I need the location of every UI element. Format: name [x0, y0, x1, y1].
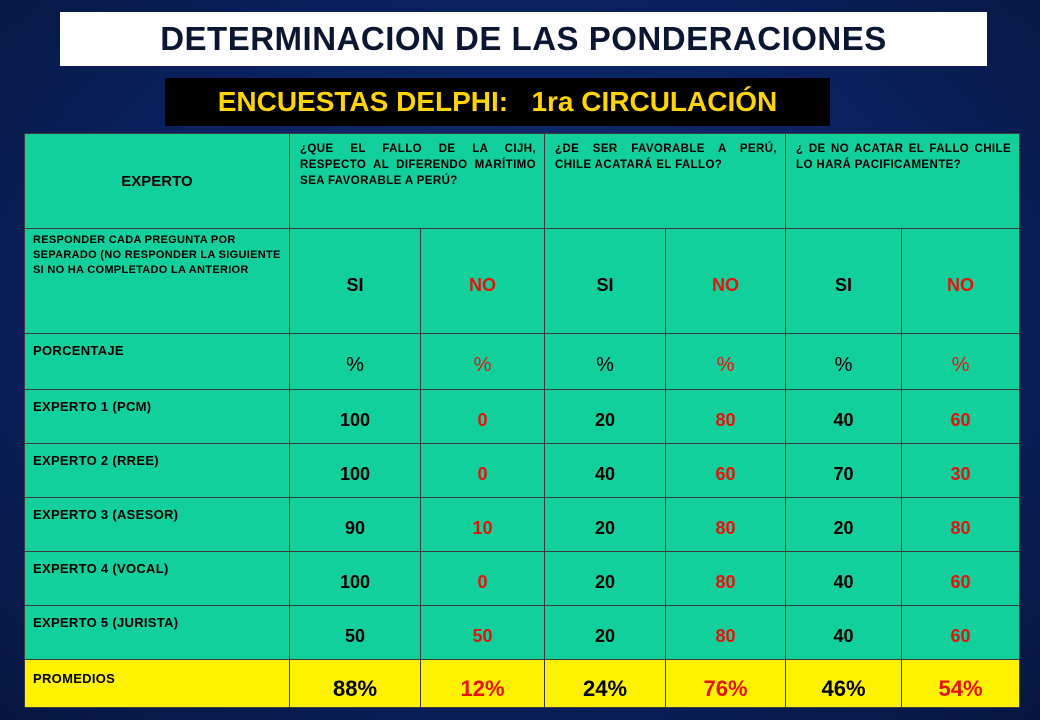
table-row: EXPERTO 4 (VOCAL) 100 0 20 80 40 60 [24, 551, 1021, 606]
value-cell: 20 [544, 551, 667, 606]
subtitle-box: ENCUESTAS DELPHI: 1ra CIRCULACIÓN [165, 78, 830, 126]
value-cell: 50 [289, 605, 421, 660]
value-cell: 100 [289, 443, 421, 498]
instruction-text: RESPONDER CADA PREGUNTA POR SEPARADO (NO… [24, 228, 290, 334]
averages-label: PROMEDIOS [24, 659, 290, 708]
value-cell: 100 [289, 551, 421, 606]
value-cell: 60 [665, 443, 787, 498]
answer-labels-row: RESPONDER CADA PREGUNTA POR SEPARADO (NO… [24, 228, 1021, 334]
expert-name: EXPERTO 4 (VOCAL) [24, 551, 290, 606]
value-cell: 20 [544, 497, 667, 552]
value-cell: 60 [901, 551, 1021, 606]
table-row: EXPERTO 1 (PCM) 100 0 20 80 40 60 [24, 389, 1021, 444]
value-cell: 80 [901, 497, 1021, 552]
value-cell: 40 [785, 551, 903, 606]
value-cell: 60 [901, 389, 1021, 444]
value-cell: 40 [785, 605, 903, 660]
question-3-header: ¿ DE NO ACATAR EL FALLO CHILE LO HARÁ PA… [785, 133, 1021, 229]
title-box: DETERMINACION DE LAS PONDERACIONES [60, 12, 987, 66]
average-cell: 88% [289, 659, 421, 708]
table-row: EXPERTO 2 (RREE) 100 0 40 60 70 30 [24, 443, 1021, 498]
value-cell: 70 [785, 443, 903, 498]
value-cell: 40 [785, 389, 903, 444]
percent-symbol: % [289, 333, 421, 390]
value-cell: 80 [665, 605, 787, 660]
question-1-header: ¿QUE EL FALLO DE LA CIJH, RESPECTO AL DI… [288, 133, 546, 229]
averages-row: PROMEDIOS 88% 12% 24% 76% 46% 54% [24, 659, 1021, 708]
table-row: EXPERTO 5 (JURISTA) 50 50 20 80 40 60 [24, 605, 1021, 660]
value-cell: 80 [665, 497, 787, 552]
percent-row-label: PORCENTAJE [24, 333, 290, 390]
percent-symbol: % [419, 333, 546, 390]
page-title: DETERMINACION DE LAS PONDERACIONES [160, 20, 887, 57]
question-2-header: ¿DE SER FAVORABLE A PERÚ, CHILE ACATARÁ … [544, 133, 787, 229]
table-row: EXPERTO 3 (ASESOR) 90 10 20 80 20 80 [24, 497, 1021, 552]
average-cell: 46% [785, 659, 903, 708]
answer-label-si: SI [544, 228, 667, 334]
answer-label-no: NO [901, 228, 1021, 334]
answer-label-si: SI [289, 228, 421, 334]
value-cell: 10 [419, 497, 546, 552]
percent-symbol: % [544, 333, 667, 390]
expert-name: EXPERTO 1 (PCM) [24, 389, 290, 444]
value-cell: 0 [419, 389, 546, 444]
value-cell: 50 [419, 605, 546, 660]
average-cell: 54% [901, 659, 1021, 708]
value-cell: 90 [289, 497, 421, 552]
answer-label-no: NO [665, 228, 787, 334]
value-cell: 100 [289, 389, 421, 444]
average-cell: 76% [665, 659, 787, 708]
value-cell: 20 [785, 497, 903, 552]
average-cell: 12% [419, 659, 546, 708]
percent-symbol: % [785, 333, 903, 390]
expert-name: EXPERTO 5 (JURISTA) [24, 605, 290, 660]
value-cell: 80 [665, 551, 787, 606]
value-cell: 60 [901, 605, 1021, 660]
expert-column-header: EXPERTO [24, 133, 290, 229]
value-cell: 40 [544, 443, 667, 498]
value-cell: 20 [544, 389, 667, 444]
percent-symbol: % [901, 333, 1021, 390]
value-cell: 80 [665, 389, 787, 444]
expert-name: EXPERTO 2 (RREE) [24, 443, 290, 498]
delphi-survey-table: EXPERTO ¿QUE EL FALLO DE LA CIJH, RESPEC… [24, 133, 1021, 708]
value-cell: 0 [419, 551, 546, 606]
value-cell: 30 [901, 443, 1021, 498]
header-row: EXPERTO ¿QUE EL FALLO DE LA CIJH, RESPEC… [24, 133, 1021, 229]
percent-symbol: % [665, 333, 787, 390]
expert-name: EXPERTO 3 (ASESOR) [24, 497, 290, 552]
value-cell: 20 [544, 605, 667, 660]
value-cell: 0 [419, 443, 546, 498]
answer-label-si: SI [785, 228, 903, 334]
average-cell: 24% [544, 659, 667, 708]
page-subtitle: ENCUESTAS DELPHI: 1ra CIRCULACIÓN [217, 86, 778, 117]
percent-row: PORCENTAJE % % % % % % [24, 333, 1021, 390]
answer-label-no: NO [419, 228, 546, 334]
